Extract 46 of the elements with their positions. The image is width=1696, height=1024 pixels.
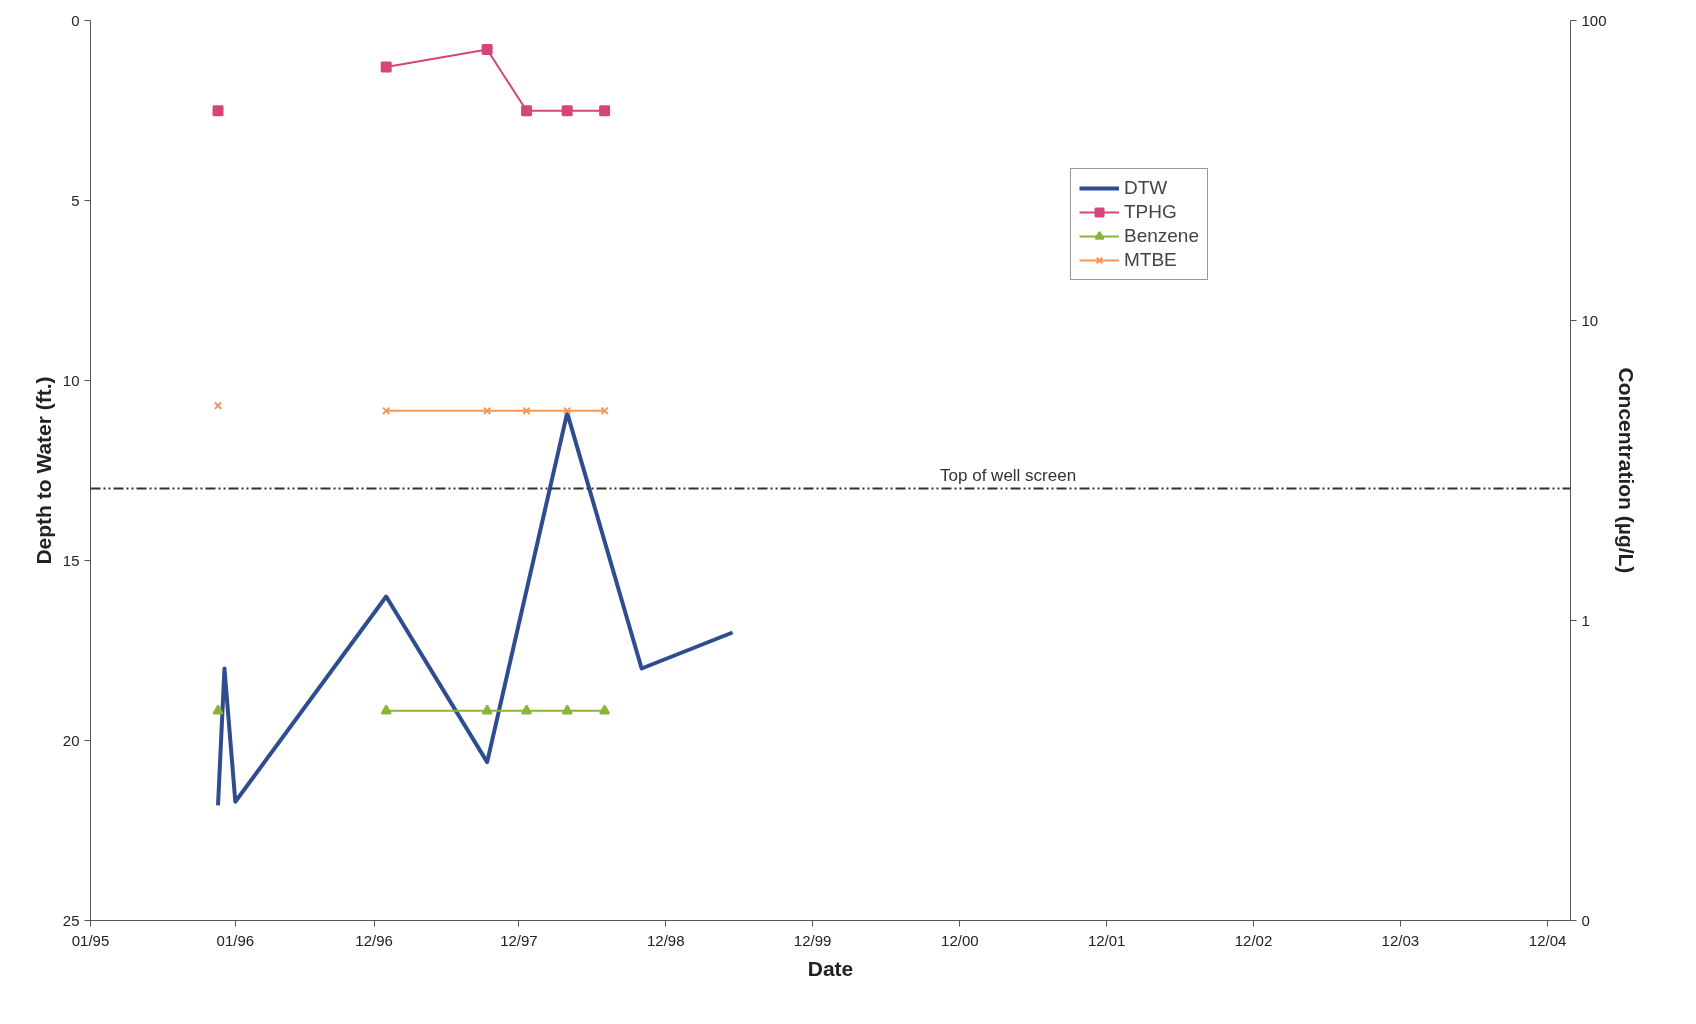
y-tick-label: 25 [62,911,80,929]
point [481,44,493,56]
legend-label: DTW [1124,177,1168,199]
x-tick-label: 01/95 [71,931,110,949]
point [380,704,392,715]
point [380,61,392,73]
line-series [216,410,735,808]
point [561,105,573,117]
x-tick-label: 01/96 [216,931,255,949]
y-tick-label: 0 [71,11,80,29]
y-tick-label: 5 [71,191,80,209]
point [599,105,611,117]
legend-label: MTBE [1124,249,1177,271]
x-tick-label: 12/97 [500,931,538,949]
point [482,406,492,415]
y-tick-label: 15 [62,551,80,569]
y2-tick-label: 10 [1581,311,1599,329]
point [213,401,223,410]
y2-tick-label: 100 [1581,11,1607,29]
y2-axis-title: Concentration (µg/L) [1614,367,1638,574]
x-tick-label: 12/01 [1087,931,1126,949]
x-tick-label: 12/04 [1528,931,1567,949]
y-tick-label: 20 [62,731,80,749]
y2-tick-label: 0 [1581,911,1590,929]
point [212,704,224,715]
point [481,704,493,715]
y-axis-title: Depth to Water (ft.) [31,376,55,565]
x-tick-label: 12/03 [1381,931,1420,949]
ref-line-label: Top of well screen [940,465,1077,485]
y2-tick-label: 1 [1581,611,1590,629]
y-tick-label: 10 [62,371,80,389]
point [212,105,224,117]
x-tick-label: 12/02 [1234,931,1273,949]
point [521,105,533,117]
legend-label: TPHG [1124,201,1177,223]
x-tick-label: 12/99 [793,931,832,949]
x-tick-label: 12/96 [355,931,393,949]
point [521,704,533,715]
point [599,704,611,715]
x-tick-label: 12/98 [647,931,685,949]
x-tick-label: 12/00 [941,931,979,949]
x-axis-title: Date [807,956,854,980]
point [561,704,573,715]
point [382,406,391,415]
point [563,406,572,415]
legend-label: Benzene [1124,225,1200,247]
